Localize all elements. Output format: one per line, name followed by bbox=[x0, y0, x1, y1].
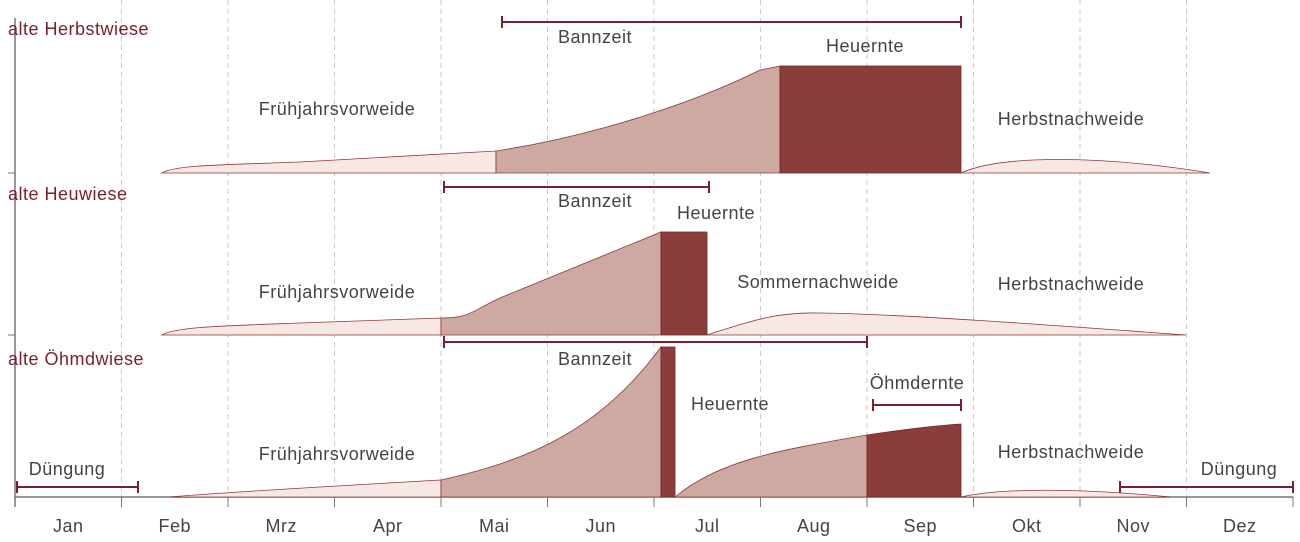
month-label: Nov bbox=[1116, 516, 1150, 536]
month-label: Apr bbox=[373, 516, 403, 536]
bannzeit-shape bbox=[440, 345, 662, 498]
bracket bbox=[501, 16, 962, 28]
nachwuchs-shape bbox=[673, 434, 868, 498]
nachweide-shape bbox=[960, 159, 1211, 174]
label: Frühjahrsvorweide bbox=[259, 282, 416, 302]
row-title: alte Heuwiese bbox=[8, 184, 128, 204]
ernte-shape bbox=[660, 231, 708, 336]
label: Düngung bbox=[1201, 459, 1278, 479]
label: Heuernte bbox=[677, 203, 755, 223]
label: Bannzeit bbox=[558, 191, 632, 211]
bracket bbox=[443, 181, 710, 193]
bannzeit-shape bbox=[495, 65, 781, 174]
month-label: Aug bbox=[797, 516, 831, 536]
vorweide-shape bbox=[169, 479, 442, 498]
vorweide-shape bbox=[160, 150, 497, 174]
bracket bbox=[16, 481, 139, 493]
label: Heuernte bbox=[691, 394, 769, 414]
label: Frühjahrsvorweide bbox=[259, 444, 416, 464]
bracket bbox=[1119, 481, 1294, 493]
label: Herbstnachweide bbox=[998, 442, 1145, 462]
label: Sommernachweide bbox=[737, 272, 899, 292]
month-label: Sep bbox=[903, 516, 937, 536]
label: Öhmdernte bbox=[870, 373, 965, 393]
label: Heuernte bbox=[826, 36, 904, 56]
label: Herbstnachweide bbox=[998, 109, 1145, 129]
vorweide-shape bbox=[160, 317, 442, 336]
row-title: alte Öhmdwiese bbox=[8, 349, 144, 369]
oehmd-shape bbox=[866, 423, 962, 498]
month-label: Jun bbox=[585, 516, 616, 536]
row-title: alte Herbstwiese bbox=[8, 19, 149, 39]
month-label: Mai bbox=[479, 516, 510, 536]
nachweide-shape bbox=[960, 489, 1171, 498]
month-label: Feb bbox=[158, 516, 191, 536]
ernte-shape bbox=[660, 346, 676, 498]
month-label: Okt bbox=[1012, 516, 1042, 536]
label: Bannzeit bbox=[558, 349, 632, 369]
month-label: Mrz bbox=[266, 516, 298, 536]
label: Herbstnachweide bbox=[998, 274, 1145, 294]
month-label: Dez bbox=[1223, 516, 1257, 536]
month-label: Jan bbox=[53, 516, 84, 536]
bracket bbox=[443, 336, 868, 348]
label: Düngung bbox=[29, 459, 106, 479]
label: Frühjahrsvorweide bbox=[259, 99, 416, 119]
bannzeit-shape bbox=[440, 231, 662, 336]
label: Bannzeit bbox=[558, 27, 632, 47]
bracket bbox=[872, 399, 962, 411]
ernte-shape bbox=[779, 65, 962, 174]
month-label: Jul bbox=[695, 516, 720, 536]
nachweide-shape bbox=[706, 312, 1187, 336]
